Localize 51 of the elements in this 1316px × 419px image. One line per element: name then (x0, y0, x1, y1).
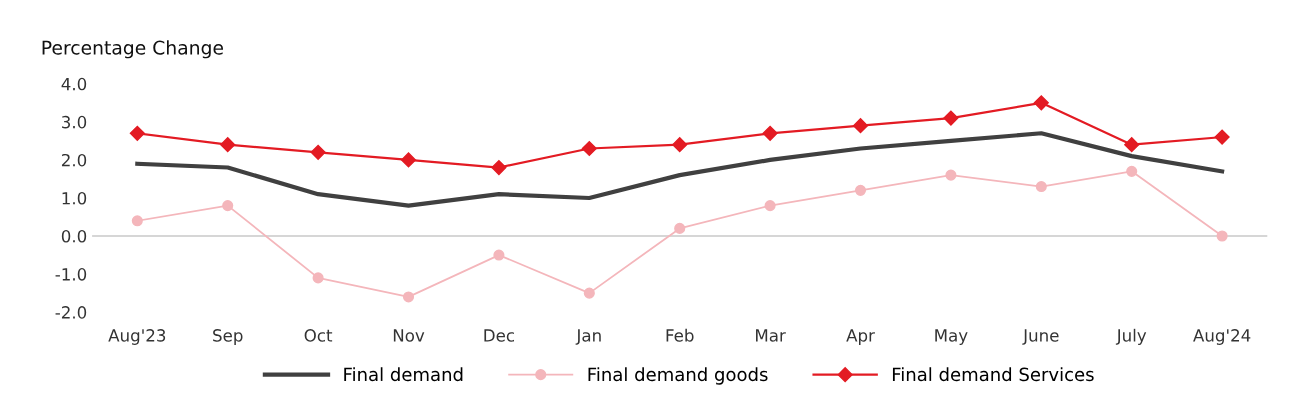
point (943, 110, 959, 126)
point (222, 200, 234, 212)
y-tick-label: -1.0 (55, 268, 87, 281)
x-tick-label: Aug'24 (1193, 329, 1251, 345)
legend-label: Final demand Services (892, 367, 1094, 382)
point (672, 137, 688, 153)
point (1124, 137, 1140, 153)
point (220, 137, 236, 153)
x-tick-label: Jan (575, 329, 601, 345)
point (312, 272, 324, 284)
legend-label: Final demand (344, 367, 463, 382)
y-tick-label: 3.0 (62, 115, 87, 129)
x-tick-label: June (1022, 329, 1059, 345)
x-tick-label: Oct (304, 329, 333, 342)
x-tick-label: Aug'23 (108, 329, 166, 345)
chart-title: Percentage Change (42, 40, 223, 59)
point (762, 125, 778, 141)
y-tick-label: -2.0 (55, 306, 87, 319)
y-tick-label: 0.0 (61, 230, 87, 243)
point (310, 144, 326, 160)
point (854, 184, 867, 196)
point (1216, 230, 1228, 242)
x-tick-label: Sep (213, 329, 243, 345)
point (581, 140, 597, 157)
point (493, 249, 505, 261)
point (1035, 181, 1047, 193)
x-tick-label: Dec (484, 329, 515, 342)
y-tick-label: 2.0 (61, 153, 87, 167)
point (674, 222, 686, 234)
point (764, 200, 776, 212)
point (402, 291, 415, 303)
point (583, 287, 595, 299)
x-tick-label: Apr (846, 329, 875, 345)
point (129, 125, 145, 141)
x-tick-label: July (1115, 328, 1147, 345)
y-tick-label: 4.0 (61, 77, 87, 91)
point (945, 169, 957, 181)
x-tick-label: May (935, 329, 968, 345)
x-tick-label: Nov (393, 329, 425, 342)
point (131, 215, 143, 227)
point (1126, 165, 1138, 177)
point (491, 159, 507, 176)
point (852, 118, 869, 134)
legend-label: Final demand goods (588, 367, 768, 385)
point (1214, 129, 1230, 145)
y-tick-label: 1.0 (62, 191, 87, 205)
line-series (135, 131, 1225, 208)
x-tick-label: Feb (666, 328, 694, 342)
x-tick-label: Mar (756, 329, 786, 342)
point (400, 152, 417, 168)
point (1033, 95, 1049, 111)
